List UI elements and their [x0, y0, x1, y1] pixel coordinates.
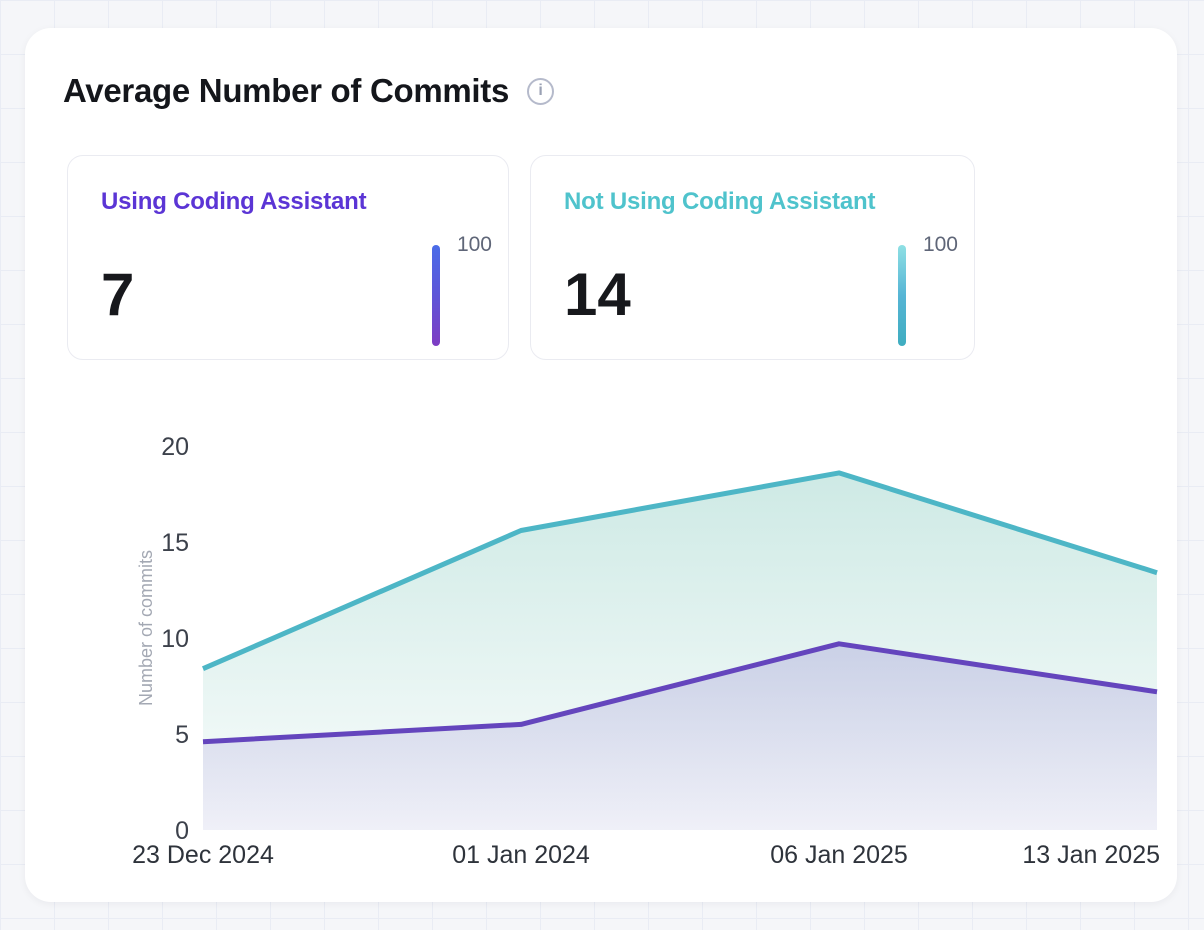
stat-card-not-using-assistant: Not Using Coding Assistant 14 100	[530, 155, 975, 360]
stat-value: 14	[564, 261, 631, 328]
stat-scale-bar	[898, 245, 906, 346]
card-header: Average Number of Commits i	[63, 72, 555, 110]
stat-scale-max: 100	[922, 233, 958, 256]
y-tick-label: 10	[161, 625, 189, 653]
stat-scale-max: 100	[456, 233, 492, 256]
y-tick-label: 5	[175, 721, 189, 749]
average-commits-card: Average Number of Commits i Using Coding…	[25, 28, 1177, 902]
series-line-1	[202, 641, 1158, 745]
stat-card-using-assistant: Using Coding Assistant 7 100	[67, 155, 509, 360]
stat-scale-bar	[432, 245, 440, 346]
area-fill-1	[203, 643, 1157, 830]
y-tick-label: 20	[161, 433, 189, 461]
stat-value: 7	[101, 261, 135, 328]
stat-label: Not Using Coding Assistant	[564, 188, 876, 215]
x-axis-label: 06 Jan 2025	[770, 841, 908, 869]
stat-label: Using Coding Assistant	[101, 188, 367, 215]
chart-canvas: 0 5 10 15 20 23 Dec 2024 01 Jan 2024 06 Jan 202…	[132, 433, 1160, 869]
x-axis-label: 01 Jan 2024	[452, 841, 590, 869]
x-axis-label: 23 Dec 2024	[132, 841, 274, 869]
series-line-0	[202, 470, 1158, 671]
y-axis-title: Number of commits	[136, 550, 156, 706]
info-icon[interactable]: i	[527, 77, 555, 105]
y-tick-label: 15	[161, 529, 189, 557]
commits-area-chart: 0 5 10 15 20 23 Dec 2024 01 Jan 2024 06 Jan 202…	[25, 423, 1204, 893]
info-icon-glyph: i	[538, 82, 543, 99]
page-title: Average Number of Commits	[63, 72, 510, 109]
x-axis-label: 13 Jan 2025	[1022, 841, 1160, 869]
y-tick-label: 0	[175, 817, 189, 845]
